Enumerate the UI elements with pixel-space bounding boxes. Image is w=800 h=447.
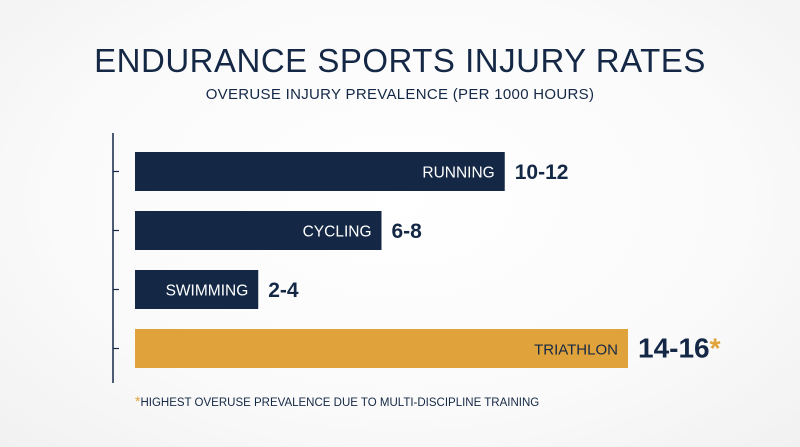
footnote: *HIGHEST OVERUSE PREVALENCE DUE TO MULTI… [135, 393, 539, 409]
bar-label-cycling: CYCLING [303, 224, 372, 241]
footnote-text: HIGHEST OVERUSE PREVALENCE DUE TO MULTI-… [140, 397, 540, 409]
bar-swimming [135, 270, 259, 309]
chart-title: ENDURANCE SPORTS INJURY RATES [94, 42, 706, 79]
bar-cycling [135, 211, 382, 250]
value-label-swimming: 2-4 [268, 279, 299, 302]
value-label-triathlon: 14-16* [638, 333, 721, 364]
value-label-running: 10-12 [515, 161, 569, 184]
bar-running [135, 152, 505, 191]
bar-label-swimming: SWIMMING [166, 283, 249, 300]
bar-triathlon [135, 329, 628, 368]
bar-label-running: RUNNING [422, 165, 494, 182]
highlight-marker: * [710, 333, 721, 364]
bar-label-triathlon: TRIATHLON [534, 342, 618, 359]
footnote-marker: * [135, 393, 141, 409]
value-label-cycling: 6-8 [392, 220, 423, 243]
chart-subtitle: OVERUSE INJURY PREVALENCE (PER 1000 HOUR… [205, 86, 595, 103]
